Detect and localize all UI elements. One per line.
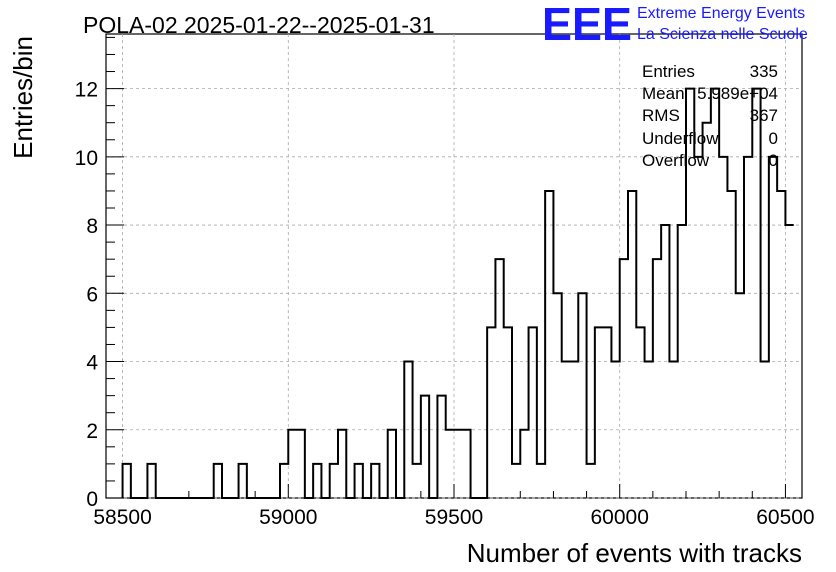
x-axis-ticks: 58500 59000 59500 60000 60500 bbox=[93, 484, 815, 529]
y-tick-label: 8 bbox=[86, 215, 98, 238]
histogram-bin bbox=[769, 157, 777, 498]
histogram-bin bbox=[421, 396, 429, 498]
histogram-bin bbox=[636, 327, 644, 498]
histogram-bin bbox=[297, 430, 305, 498]
y-tick-label: 0 bbox=[86, 488, 98, 511]
logo-line-2: La Scienza nelle Scuole bbox=[637, 26, 808, 43]
logo-letters: EEE bbox=[542, 0, 632, 50]
histogram-bin bbox=[123, 464, 131, 498]
histogram-bin bbox=[487, 327, 495, 498]
histogram-bin bbox=[239, 464, 247, 498]
histogram-bin bbox=[520, 430, 528, 498]
histogram-bin bbox=[727, 191, 735, 498]
histogram-bin bbox=[587, 464, 595, 498]
histogram-bin bbox=[553, 293, 561, 498]
y-tick-label: 10 bbox=[75, 147, 98, 170]
stats-overflow-label: Overflow bbox=[642, 151, 710, 170]
logo-line-1: Extreme Energy Events bbox=[637, 5, 805, 22]
y-tick-label: 6 bbox=[86, 283, 98, 306]
y-tick-label: 12 bbox=[75, 79, 98, 102]
y-axis-ticks: 0 2 4 6 8 10 12 bbox=[75, 36, 124, 511]
histogram-bin bbox=[653, 259, 661, 498]
histogram-bin bbox=[495, 259, 503, 498]
histogram-bin bbox=[338, 430, 346, 498]
x-tick-label: 60500 bbox=[756, 506, 814, 529]
histogram-bin bbox=[355, 464, 363, 498]
histogram-bin bbox=[694, 157, 702, 498]
histogram-bin bbox=[446, 430, 454, 498]
histogram-bin bbox=[719, 157, 727, 498]
histogram-bin bbox=[578, 293, 586, 498]
histogram-bin bbox=[437, 396, 445, 498]
histogram-bin bbox=[744, 157, 752, 498]
histogram-bin bbox=[703, 123, 711, 498]
x-tick-label: 58500 bbox=[93, 506, 151, 529]
histogram-bin bbox=[603, 327, 611, 498]
y-tick-label: 2 bbox=[86, 420, 98, 443]
histogram-bin bbox=[313, 464, 321, 498]
x-tick-label: 59000 bbox=[259, 506, 317, 529]
histogram-bin bbox=[371, 464, 379, 498]
histogram-bin bbox=[462, 430, 470, 498]
histogram-bin bbox=[736, 293, 744, 498]
plot-frame bbox=[105, 33, 803, 499]
histogram-bin bbox=[330, 464, 338, 498]
histogram-bin bbox=[280, 464, 288, 498]
stats-entries-label: Entries bbox=[642, 62, 695, 81]
stats-underflow-value: 0 bbox=[769, 129, 778, 148]
stats-entries-value: 335 bbox=[750, 62, 778, 81]
stats-box: Entries 335 Mean 5.989e+04 RMS 367 Under… bbox=[642, 62, 778, 170]
stats-rms-value: 367 bbox=[750, 106, 778, 125]
histogram-bin bbox=[537, 464, 545, 498]
grid-lines bbox=[106, 34, 802, 499]
histogram-bin bbox=[388, 430, 396, 498]
histogram-bin bbox=[620, 259, 628, 498]
histogram-bin bbox=[504, 327, 512, 498]
histogram-bin bbox=[777, 191, 785, 498]
histogram-bin bbox=[529, 327, 537, 498]
histogram-bin bbox=[595, 327, 603, 498]
x-tick-label: 59500 bbox=[425, 506, 483, 529]
histogram-bin bbox=[628, 191, 636, 498]
histogram-bin bbox=[147, 464, 155, 498]
stats-underflow-label: Underflow bbox=[642, 129, 719, 148]
x-tick-label: 60000 bbox=[591, 506, 649, 529]
histogram-bin bbox=[512, 464, 520, 498]
eee-logo: EEE Extreme Energy Events La Scienza nel… bbox=[542, 0, 808, 50]
histogram-bins bbox=[123, 89, 794, 498]
stats-overflow-value: 0 bbox=[769, 151, 778, 170]
stats-mean-value: 5.989e+04 bbox=[697, 84, 778, 103]
y-tick-label: 4 bbox=[86, 352, 98, 375]
histogram-bin bbox=[545, 191, 553, 498]
histogram-bin bbox=[288, 430, 296, 498]
chart-title: POLA-02 2025-01-22--2025-01-31 bbox=[83, 12, 435, 38]
y-axis-label: Entries/bin bbox=[8, 36, 38, 159]
histogram-outline bbox=[121, 87, 794, 499]
histogram-bin bbox=[454, 430, 462, 498]
stats-mean-label: Mean bbox=[642, 84, 685, 103]
histogram-bin bbox=[413, 464, 421, 498]
stats-rms-label: RMS bbox=[642, 106, 680, 125]
histogram-bin bbox=[214, 464, 222, 498]
x-axis-label: Number of events with tracks bbox=[467, 538, 802, 568]
